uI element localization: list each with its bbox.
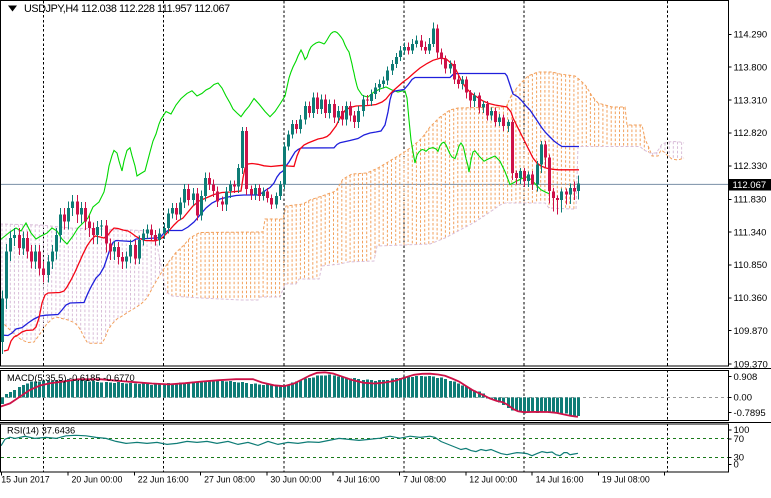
svg-text:19 Jul 08:00: 19 Jul 08:00 — [602, 475, 650, 485]
svg-text:112.820: 112.820 — [734, 128, 768, 139]
svg-text:30 Jun 00:00: 30 Jun 00:00 — [270, 475, 321, 485]
svg-text:20 Jun 00:00: 20 Jun 00:00 — [72, 475, 123, 485]
svg-text:100: 100 — [734, 425, 750, 436]
svg-text:109.370: 109.370 — [734, 359, 768, 370]
svg-text:0: 0 — [734, 460, 739, 471]
svg-text:4 Jul 16:00: 4 Jul 16:00 — [337, 475, 380, 485]
svg-text:7 Jul 08:00: 7 Jul 08:00 — [403, 475, 446, 485]
svg-text:110.850: 110.850 — [734, 260, 768, 271]
svg-text:113.310: 113.310 — [734, 95, 768, 106]
svg-text:111.340: 111.340 — [734, 227, 767, 238]
svg-text:15 Jun 2017: 15 Jun 2017 — [1, 475, 50, 485]
svg-text:MACD(5,35,5) -0.6185 -0.6770: MACD(5,35,5) -0.6185 -0.6770 — [7, 373, 135, 383]
svg-text:114.290: 114.290 — [734, 30, 768, 41]
svg-text:22 Jun 16:00: 22 Jun 16:00 — [138, 475, 189, 485]
svg-text:109.870: 109.870 — [734, 326, 768, 337]
svg-text:113.800: 113.800 — [734, 62, 768, 73]
svg-text:70: 70 — [734, 434, 745, 445]
svg-text:111.830: 111.830 — [734, 195, 767, 206]
svg-text:112.330: 112.330 — [734, 161, 768, 172]
svg-text:30: 30 — [734, 453, 745, 464]
svg-text:0.00: 0.00 — [734, 393, 753, 404]
svg-text:-0.7895: -0.7895 — [734, 408, 766, 419]
svg-text:27 Jun 08:00: 27 Jun 08:00 — [204, 475, 255, 485]
svg-text:112.067: 112.067 — [733, 180, 767, 191]
svg-text:12 Jul 00:00: 12 Jul 00:00 — [469, 475, 517, 485]
svg-text:USDJPY,H4 112.038 112.228 111: USDJPY,H4 112.038 112.228 111.957 112.06… — [24, 3, 230, 15]
svg-text:110.360: 110.360 — [734, 293, 768, 304]
svg-text:RSI(14) 37.6436: RSI(14) 37.6436 — [7, 426, 75, 436]
svg-text:0.908: 0.908 — [734, 372, 758, 383]
svg-text:14 Jul 16:00: 14 Jul 16:00 — [536, 475, 584, 485]
